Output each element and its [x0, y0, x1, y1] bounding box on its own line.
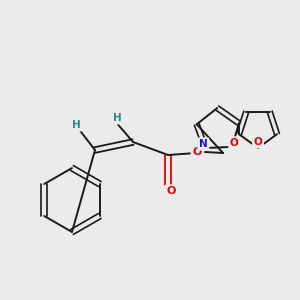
Text: O: O	[166, 186, 176, 196]
Text: O: O	[230, 138, 239, 148]
Text: O: O	[254, 137, 262, 147]
Text: O: O	[192, 147, 202, 157]
Text: N: N	[199, 139, 208, 149]
Text: H: H	[72, 120, 80, 130]
Text: H: H	[112, 113, 122, 123]
